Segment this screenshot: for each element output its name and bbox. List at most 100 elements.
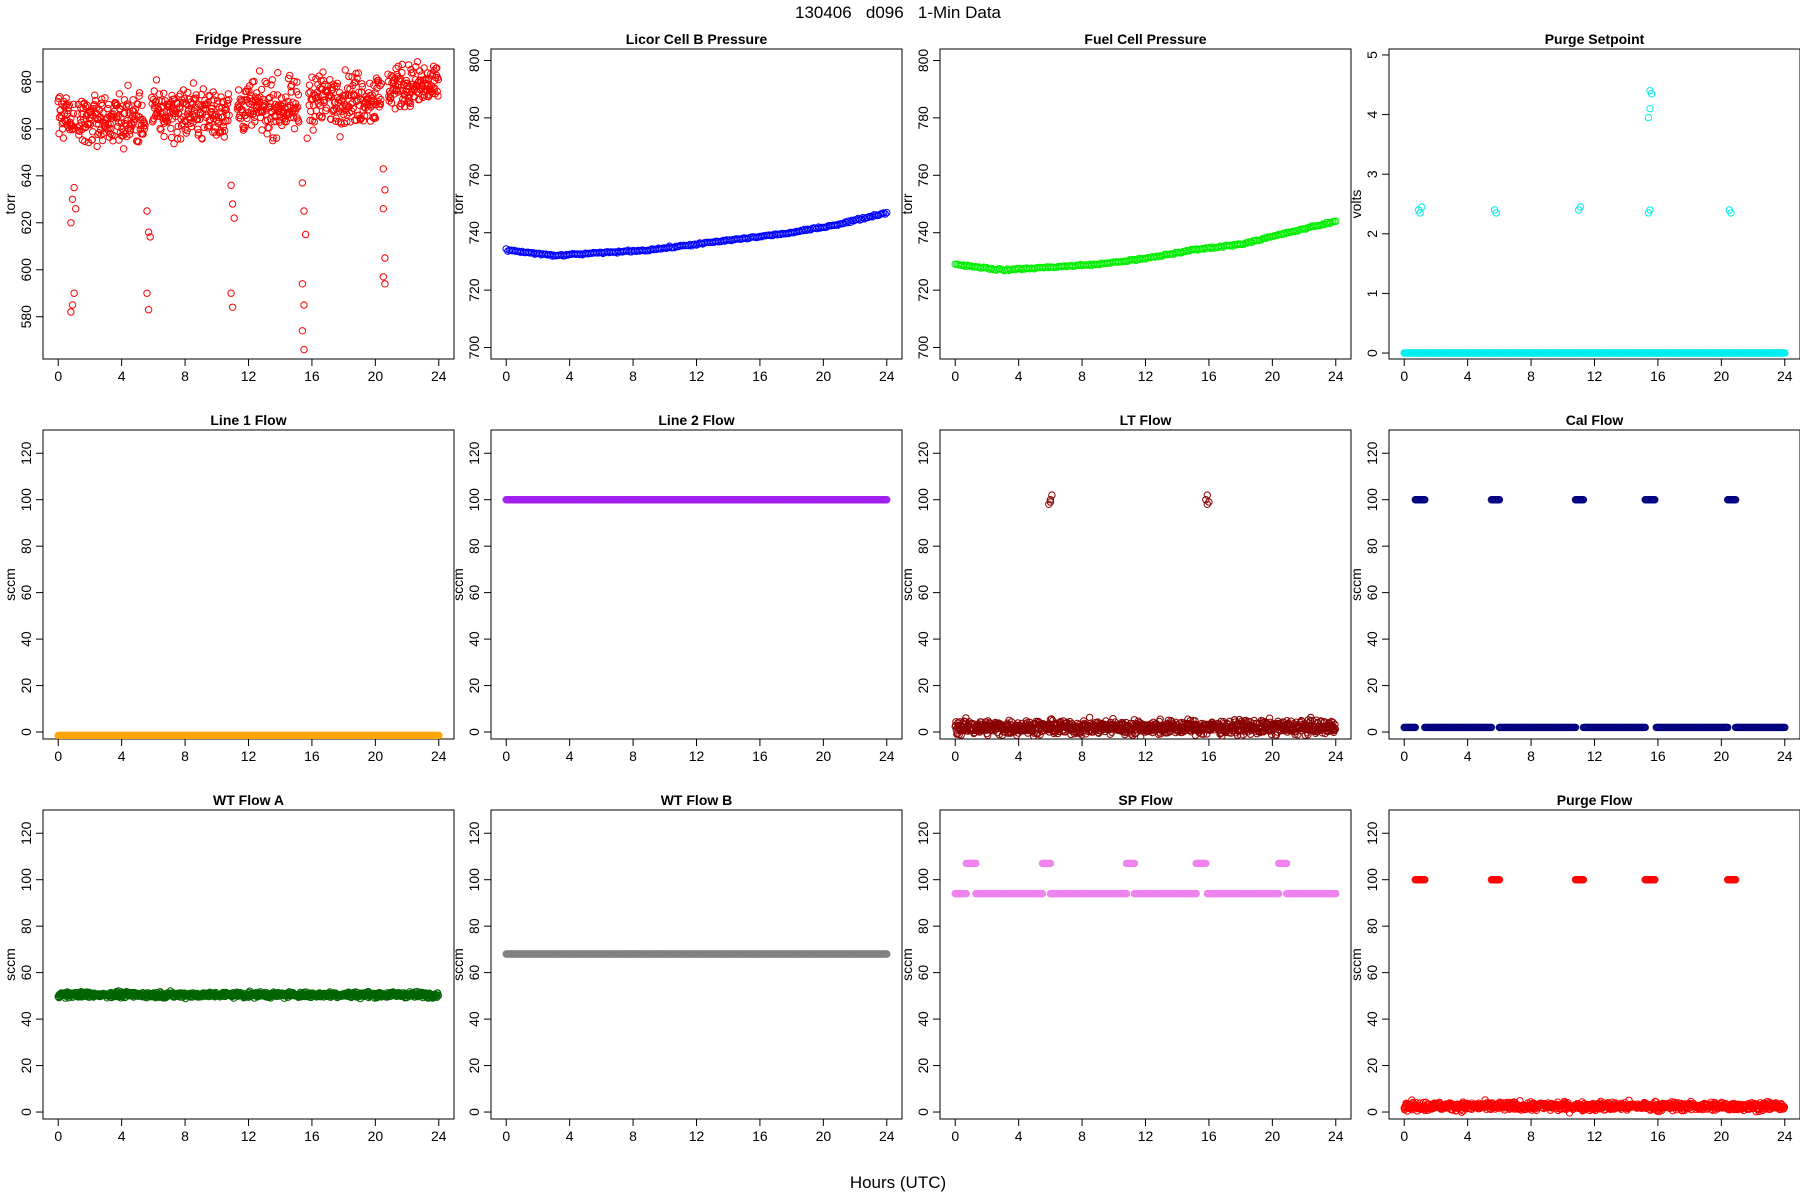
- data-point: [1330, 724, 1339, 732]
- data-point: [255, 67, 264, 75]
- x-tick-label: 24: [1328, 368, 1344, 384]
- y-tick-label: 700: [466, 336, 482, 360]
- data-point: [277, 94, 286, 102]
- data-point: [379, 205, 387, 213]
- data-point: [144, 228, 153, 236]
- y-tick-label: 100: [466, 488, 482, 512]
- data-point: [224, 117, 232, 125]
- data-point: [1646, 206, 1654, 214]
- data-point: [1243, 239, 1251, 247]
- data-point: [54, 98, 62, 106]
- data-point: [376, 81, 384, 90]
- x-tick-label: 24: [431, 748, 447, 764]
- x-tick-label: 8: [1527, 368, 1535, 384]
- data-point: [377, 95, 385, 104]
- y-tick-label: 4: [1364, 110, 1380, 118]
- y-tick-label: 720: [915, 278, 931, 302]
- data-points: [54, 731, 443, 739]
- data-point: [221, 106, 229, 115]
- data-point: [177, 135, 185, 143]
- data-point: [371, 89, 379, 97]
- y-tick-label: 120: [466, 441, 482, 465]
- data-points: [502, 208, 891, 260]
- data-point: [184, 105, 193, 114]
- data-point: [1205, 498, 1213, 506]
- x-tick-label: 8: [629, 748, 637, 764]
- data-point: [315, 92, 323, 101]
- data-point: [125, 130, 134, 139]
- data-point: [160, 132, 168, 141]
- x-tick-label: 4: [118, 748, 126, 764]
- data-point: [1331, 720, 1339, 729]
- data-point: [333, 79, 341, 88]
- data-point: [860, 215, 869, 223]
- data-point: [1651, 496, 1659, 504]
- x-tick-label: 24: [879, 368, 895, 384]
- data-point: [93, 142, 101, 151]
- data-point: [160, 89, 168, 98]
- data-point: [104, 104, 112, 113]
- data-point: [300, 345, 308, 354]
- data-point: [290, 125, 299, 133]
- y-tick-label: 700: [915, 336, 931, 360]
- data-point: [179, 86, 188, 94]
- panel-title: Licor Cell B Pressure: [626, 31, 768, 47]
- y-tick-label: 800: [466, 49, 482, 73]
- data-point: [294, 103, 302, 111]
- x-tick-label: 0: [1400, 368, 1408, 384]
- y-tick-label: 40: [18, 1011, 34, 1027]
- data-point: [240, 124, 248, 133]
- data-point: [264, 95, 272, 103]
- data-point: [353, 74, 361, 82]
- y-tick-label: 720: [466, 278, 482, 302]
- data-point: [298, 280, 307, 288]
- y-axis-label: torr: [450, 193, 466, 214]
- data-point: [1203, 500, 1212, 508]
- y-tick-label: 120: [1364, 441, 1380, 465]
- data-point: [91, 91, 99, 99]
- x-tick-label: 4: [118, 368, 126, 384]
- data-point: [1332, 217, 1340, 225]
- data-point: [132, 126, 140, 134]
- data-point: [376, 99, 384, 108]
- data-point: [1487, 723, 1496, 732]
- data-point: [101, 94, 109, 102]
- data-point: [341, 66, 349, 74]
- data-point: [228, 200, 237, 208]
- panel-title: Cal Flow: [1566, 412, 1624, 428]
- data-point: [155, 90, 164, 98]
- data-point: [1571, 723, 1580, 732]
- data-point: [881, 210, 889, 218]
- data-point: [349, 104, 357, 113]
- data-point: [360, 112, 369, 120]
- y-axis-label: sccm: [2, 948, 18, 981]
- data-point: [1781, 349, 1789, 357]
- data-point: [170, 139, 178, 148]
- data-point: [371, 114, 380, 122]
- x-tick-label: 4: [566, 748, 574, 764]
- data-point: [70, 183, 78, 192]
- x-tick-label: 20: [368, 368, 384, 384]
- x-tick-label: 12: [1138, 748, 1154, 764]
- data-point: [670, 243, 678, 252]
- x-tick-label: 20: [368, 1128, 384, 1144]
- data-point: [121, 109, 129, 118]
- data-point: [193, 115, 202, 124]
- data-point: [298, 327, 307, 335]
- y-tick-label: 20: [18, 1058, 34, 1074]
- data-point: [379, 273, 387, 281]
- data-point: [406, 99, 415, 108]
- data-point: [269, 91, 278, 99]
- data-point: [59, 134, 68, 142]
- data-point: [419, 93, 427, 102]
- y-tick-label: 20: [18, 678, 34, 694]
- data-point: [251, 118, 259, 126]
- data-point: [359, 117, 368, 125]
- data-point: [228, 303, 237, 311]
- data-point: [75, 131, 83, 139]
- data-point: [90, 100, 99, 109]
- data-points: [54, 58, 443, 354]
- data-point: [341, 91, 350, 99]
- y-tick-label: 620: [18, 211, 34, 235]
